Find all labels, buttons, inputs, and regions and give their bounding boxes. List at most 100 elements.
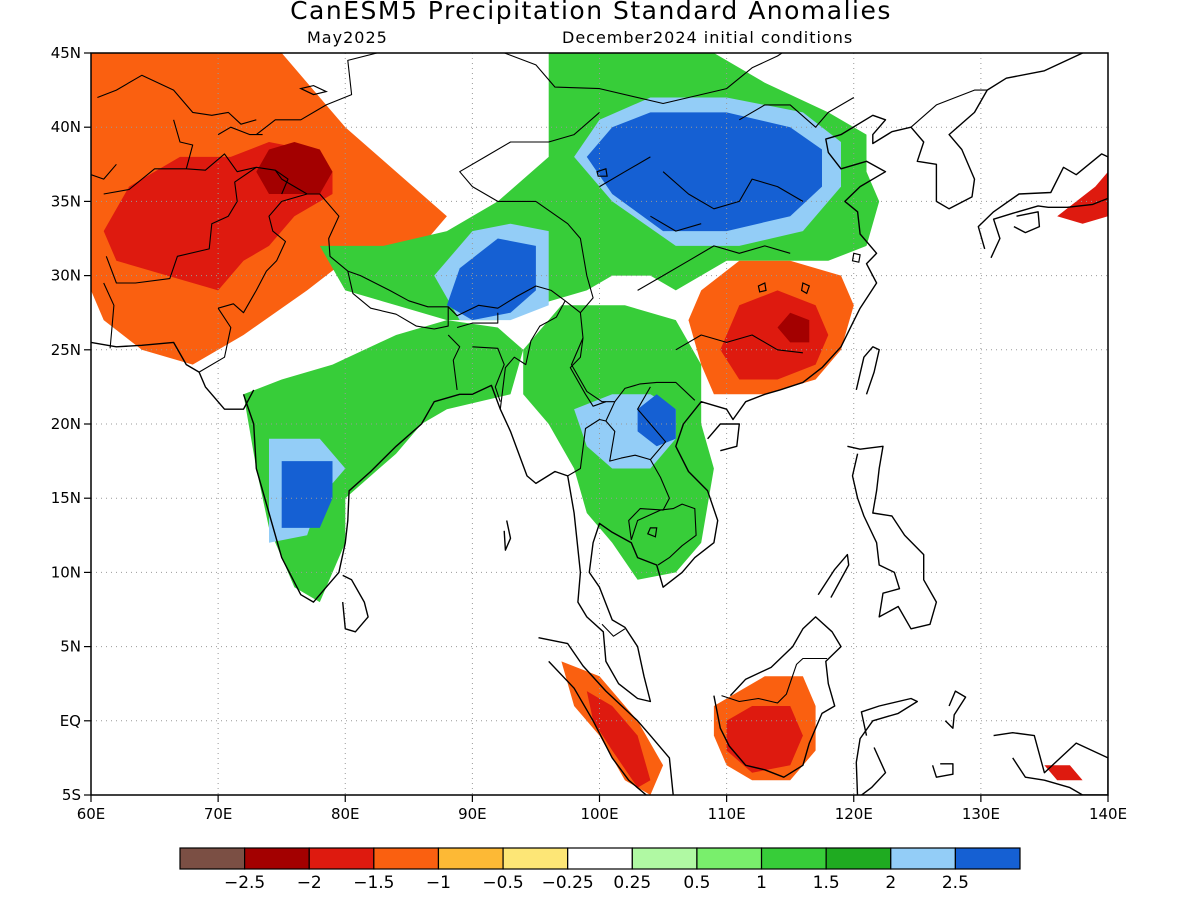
y-tick-label: 20N	[51, 415, 81, 433]
colorbar-label: −1	[426, 873, 451, 893]
anomaly-region-india-wet	[243, 320, 524, 603]
country-border	[103, 282, 115, 349]
y-tick-label: 40N	[51, 118, 81, 136]
anomaly-region-borneo-dry-core	[726, 706, 803, 773]
axes: 60E 70E 80E 90E 100E 110E 120E 130E 140E 45N 40N 35…	[51, 44, 1127, 823]
anomaly-region-karakoram-dry-peak	[256, 142, 333, 194]
coastline	[242, 53, 1083, 703]
country-border	[650, 215, 702, 232]
y-tick-label: 30N	[51, 267, 81, 285]
x-tick-label: 80E	[331, 805, 360, 823]
country-border	[599, 156, 651, 188]
y-tick-label: 15N	[51, 489, 81, 507]
anomaly-region-japan-dry	[1057, 171, 1108, 224]
country-border	[173, 119, 194, 169]
colorbar-label: −1.5	[353, 873, 394, 893]
colorbar-swatch	[179, 847, 246, 870]
colorbar-swatch	[954, 847, 1021, 870]
country-border	[601, 623, 626, 637]
country-border	[103, 153, 696, 403]
country-border	[274, 169, 289, 195]
x-tick-label: 130E	[962, 805, 1000, 823]
colorbar-label: −0.5	[482, 873, 523, 893]
colorbar-swatch	[696, 847, 763, 870]
plot-area	[91, 23, 1108, 795]
lake-outline	[800, 282, 811, 295]
anomaly-region-india-strong-wet	[281, 461, 333, 528]
country-border	[217, 126, 263, 136]
country-border	[739, 97, 855, 128]
y-tick-label: 45N	[51, 44, 81, 62]
coastline	[707, 423, 740, 452]
coastline	[931, 763, 954, 778]
colorbar-swatch	[437, 847, 504, 870]
colorbar-label: 0.5	[683, 873, 710, 893]
coastline	[1013, 211, 1041, 234]
x-tick-label: 110E	[708, 805, 746, 823]
x-tick-label: 90E	[458, 805, 487, 823]
map-title: CanESM5 Precipitation Standard Anomalies	[290, 0, 892, 25]
y-tick-label: EQ	[60, 712, 81, 730]
country-border	[347, 270, 449, 330]
x-tick-label: 100E	[580, 805, 618, 823]
y-tick-label: 35N	[51, 192, 81, 210]
y-tick-label: 5N	[60, 638, 81, 656]
lake-outline	[851, 252, 861, 263]
y-tick-label: 5S	[62, 786, 81, 804]
colorbar-swatch	[631, 847, 698, 870]
coastline	[342, 574, 369, 633]
y-tick-label: 10N	[51, 563, 81, 581]
coastline	[847, 445, 938, 630]
colorbar-swatch	[373, 847, 440, 870]
forecast-month: May2025	[307, 28, 388, 47]
country-border	[97, 74, 257, 125]
colorbar-label: −0.25	[542, 873, 594, 893]
colorbar-swatch	[502, 847, 569, 870]
coastline	[993, 732, 1108, 795]
colorbar-swatch	[308, 847, 375, 870]
coastline	[855, 346, 880, 395]
country-border	[910, 89, 988, 128]
anomaly-region-tibet-strong-wet	[446, 238, 536, 321]
country-border	[503, 53, 784, 105]
colorbar-label: 2	[885, 873, 896, 893]
country-border	[675, 334, 803, 354]
anomaly-region-vietnam-strong-wet	[637, 394, 676, 447]
colorbar-swatch	[890, 847, 956, 870]
country-border	[630, 503, 697, 566]
anomaly-region-mongolia-strong-wet	[586, 112, 822, 232]
coastline	[538, 637, 674, 795]
country-border	[255, 53, 378, 136]
colorbar-label: −2	[297, 873, 322, 893]
country-border	[637, 386, 667, 460]
anomaly-region-south-china-dry-peak	[777, 312, 810, 343]
country-border	[637, 245, 791, 291]
y-tick-label: 25N	[51, 341, 81, 359]
coastline	[977, 153, 1108, 259]
colorbar-label: 1	[756, 873, 767, 893]
colorbar-label: 2.5	[942, 873, 969, 893]
country-border	[217, 193, 308, 314]
lake-outline	[317, 23, 358, 38]
country-border	[567, 418, 670, 540]
coastline	[713, 616, 842, 778]
country-border	[662, 171, 804, 210]
country-border	[105, 166, 257, 284]
x-tick-label: 60E	[77, 805, 106, 823]
colorbar: −2.5 −2 −1.5 −1 −0.5 −0.25 0.25 0.5 1 1.5 2 2.5	[179, 847, 1021, 893]
lake-outline	[646, 527, 658, 538]
country-border	[721, 657, 828, 704]
country-border	[472, 346, 505, 402]
country-border	[569, 337, 607, 407]
colorbar-label: 1.5	[813, 873, 840, 893]
country-border	[91, 163, 117, 180]
lake-outline	[757, 282, 767, 293]
initial-conditions: December2024 initial conditions	[562, 28, 854, 47]
lake-outline	[596, 168, 608, 177]
colorbar-swatch	[567, 847, 633, 870]
country-border	[198, 307, 232, 373]
country-border	[605, 401, 616, 422]
lake-outline	[298, 84, 329, 96]
coastline	[91, 341, 255, 410]
country-border	[499, 300, 566, 410]
